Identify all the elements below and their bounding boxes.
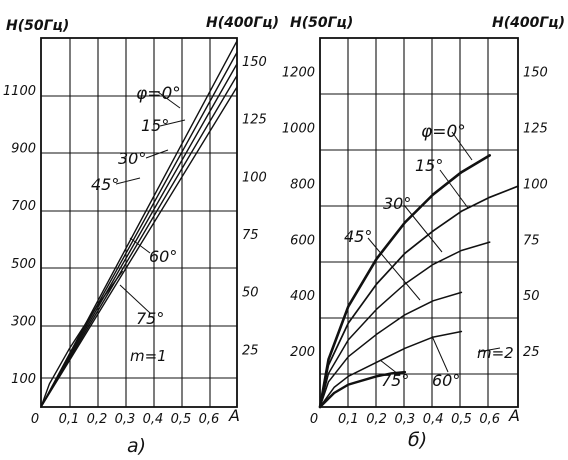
panel-a-angle-label-30: 30°	[118, 149, 146, 168]
y-left-tick-label: 100	[11, 372, 36, 387]
y-right-tick-label: 50	[242, 286, 259, 301]
panel-a-angle-label-15: 15°	[141, 116, 169, 135]
panel-a-angle-label-45: 45°	[91, 175, 119, 194]
panel-b-x-unit: A	[508, 406, 520, 425]
y-left-tick-label: 600	[290, 233, 315, 248]
y-right-tick-label: 25	[242, 343, 259, 358]
y-left-tick-label: 700	[11, 199, 36, 214]
series-line-30deg	[40, 63, 238, 408]
y-right-tick-label: 125	[523, 121, 548, 136]
y-right-tick-label: 100	[242, 170, 267, 185]
panel-b-phi-label: φ=0°	[421, 122, 466, 142]
y-left-tick-label: 900	[11, 142, 36, 157]
x-tick-label: 0,5	[171, 412, 192, 427]
y-right-tick-label: 150	[242, 55, 267, 70]
series-line-75deg	[318, 370, 407, 409]
series-line-15deg	[40, 51, 238, 408]
leader-line	[159, 119, 186, 127]
x-tick-label: 0	[31, 412, 39, 427]
series-line-0deg	[40, 40, 238, 408]
panel-a-y-left-label: H(50Гц)	[6, 18, 69, 34]
x-tick-label: 0	[310, 412, 318, 427]
panel-b-y-left-label: H(50Гц)	[290, 15, 353, 31]
panel-a-curves	[40, 40, 238, 408]
series-line-30deg	[319, 241, 491, 408]
y-left-tick-label: 1000	[282, 121, 315, 136]
leader-line	[477, 347, 501, 353]
leader-line	[119, 284, 151, 314]
leader-line	[439, 169, 469, 209]
leader-line	[367, 237, 421, 301]
panel-b-panel-label: б)	[408, 429, 427, 451]
y-left-tick-label: 300	[11, 315, 36, 330]
x-tick-label: 0,3	[395, 412, 416, 427]
series-line-15deg	[319, 185, 519, 408]
panel-b-y-right-label: H(400Гц)	[492, 15, 565, 31]
panel-a-panel-label: а)	[127, 435, 146, 457]
y-left-tick-label: 500	[11, 257, 36, 272]
x-tick-label: 0,1	[338, 412, 359, 427]
y-left-tick-label: 1100	[3, 84, 36, 99]
series-line-0deg	[318, 154, 492, 409]
panel-a-x-unit: A	[228, 406, 240, 425]
y-left-tick-label: 200	[290, 345, 315, 360]
y-right-tick-label: 100	[523, 177, 548, 192]
panel-b-m-label: m=2	[477, 344, 514, 362]
panel-b-angle-label-30: 30°	[383, 194, 411, 213]
x-tick-label: 0,4	[423, 412, 444, 427]
panel-b-angle-label-60: 60°	[432, 371, 460, 390]
panel-a-y-right-label: H(400Гц)	[206, 15, 279, 31]
x-tick-label: 0,1	[59, 412, 80, 427]
y-left-tick-label: 1200	[282, 66, 315, 81]
x-tick-label: 0,2	[366, 412, 387, 427]
y-right-tick-label: 75	[523, 233, 540, 248]
x-tick-label: 0,6	[479, 412, 500, 427]
panel-b-angle-label-75: 75°	[381, 371, 409, 390]
plot-frame	[40, 37, 238, 408]
y-left-tick-label: 800	[290, 177, 315, 192]
series-line-60deg	[319, 330, 463, 408]
y-right-tick-label: 125	[242, 113, 267, 128]
y-left-tick-label: 400	[290, 289, 315, 304]
panel-a: 100 300 500 700 900 1100 25 50 75 100 125 150 0 0,1 0,…	[3, 15, 279, 457]
x-tick-label: 0,4	[143, 412, 164, 427]
leader-line	[129, 237, 151, 254]
panel-b: 200 400 600 800 1000 1200 25 50 75 100 125 150 0 0,1 0…	[282, 15, 565, 451]
y-right-tick-label: 25	[523, 345, 540, 360]
series-line-45deg	[319, 291, 463, 408]
panel-b-curves	[318, 131, 519, 409]
leader-line	[157, 91, 181, 109]
panel-a-angle-label-60: 60°	[149, 247, 177, 266]
leader-line	[451, 131, 473, 161]
panel-a-m-label: m=1	[130, 347, 167, 365]
x-tick-label: 0,6	[199, 412, 220, 427]
series-line-45deg	[40, 74, 238, 408]
panel-b-angle-label-45: 45°	[344, 227, 372, 246]
panel-a-phi-label: φ=0°	[136, 84, 181, 104]
leader-line	[115, 177, 141, 185]
leader-line	[379, 359, 399, 375]
x-tick-label: 0,2	[87, 412, 108, 427]
x-tick-label: 0,5	[451, 412, 472, 427]
panel-b-frame: 200 400 600 800 1000 1200 25 50 75 100 125 150 0 0,1 0…	[282, 37, 548, 427]
x-tick-label: 0,3	[115, 412, 136, 427]
leader-line	[431, 335, 449, 373]
panel-a-frame: 100 300 500 700 900 1100 25 50 75 100 125 150 0 0,1 0,…	[3, 37, 267, 427]
y-right-tick-label: 75	[242, 228, 259, 243]
series-line-60deg	[40, 86, 238, 408]
y-right-tick-label: 150	[523, 66, 548, 81]
leader-line	[403, 204, 443, 253]
leader-line	[145, 149, 169, 159]
plot-frame	[319, 37, 519, 408]
panel-a-angle-label-75: 75°	[136, 309, 164, 328]
series-line-75deg	[40, 270, 123, 408]
panel-b-angle-label-15: 15°	[415, 156, 443, 175]
y-right-tick-label: 50	[523, 289, 540, 304]
